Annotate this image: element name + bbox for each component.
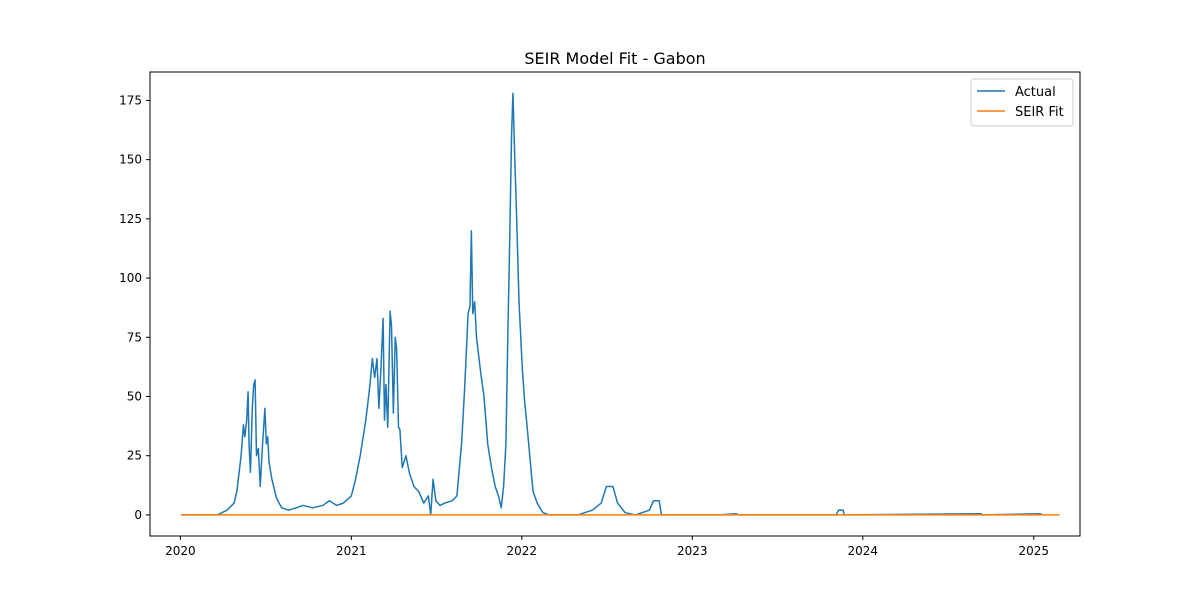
y-tick-label: 125 (119, 212, 142, 226)
series-line-actual (181, 92, 1043, 516)
y-tick-label: 100 (119, 271, 142, 285)
y-axis: 0 25 50 75 100 125 150 175 (119, 93, 150, 522)
y-tick-label: 175 (119, 93, 142, 107)
x-tick-label: 2024 (848, 544, 879, 558)
y-tick-label: 150 (119, 153, 142, 167)
y-tick-label: 0 (134, 508, 142, 522)
plot-area (181, 92, 1060, 516)
y-tick-label: 25 (127, 449, 142, 463)
legend: Actual SEIR Fit (970, 78, 1074, 127)
legend-label: Actual (1015, 85, 1056, 100)
axes-frame (149, 71, 1081, 537)
x-tick-label: 2020 (165, 544, 196, 558)
x-tick-label: 2021 (336, 544, 367, 558)
x-tick-label: 2022 (507, 544, 538, 558)
x-axis: 2020 2021 2022 2023 2024 2025 (165, 536, 1049, 558)
y-tick-label: 50 (127, 389, 142, 403)
legend-label: SEIR Fit (1015, 105, 1064, 120)
chart-title: SEIR Model Fit - Gabon (524, 49, 705, 68)
x-tick-label: 2025 (1018, 544, 1049, 558)
x-tick-label: 2023 (677, 544, 708, 558)
y-tick-label: 75 (127, 330, 142, 344)
